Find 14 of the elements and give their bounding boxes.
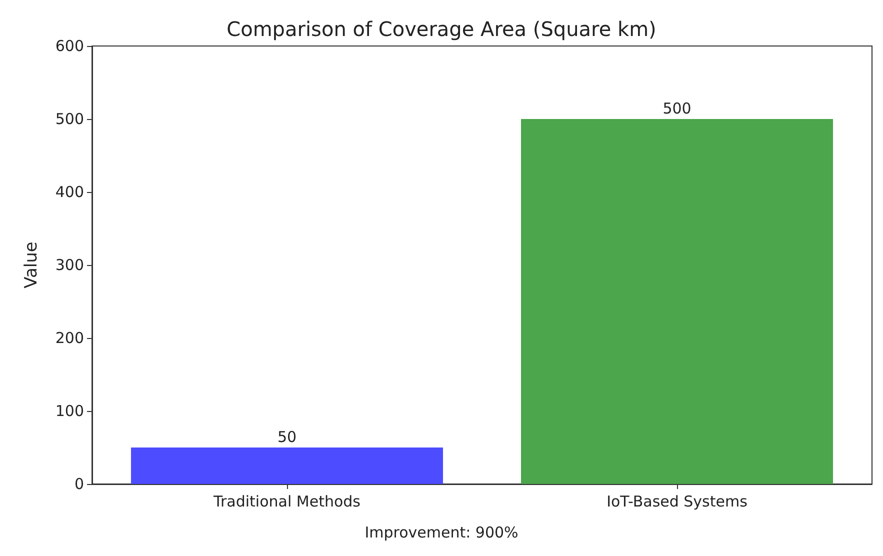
- y-tick-label: 500: [55, 110, 84, 128]
- chart-title: Comparison of Coverage Area (Square km): [226, 17, 656, 41]
- y-tick-label: 0: [74, 475, 84, 493]
- y-tick-label: 400: [55, 183, 84, 201]
- y-tick-label: 600: [55, 37, 84, 55]
- x-tick-label: IoT-Based Systems: [606, 492, 748, 510]
- y-tick-label: 100: [55, 402, 84, 420]
- y-axis-title: Value: [22, 242, 42, 288]
- data-label: 500: [662, 100, 692, 118]
- x-tick-label: Traditional Methods: [212, 492, 361, 510]
- text: Improvement: 900%: [364, 524, 518, 542]
- data-label: 50: [277, 428, 297, 446]
- y-tick-label: 300: [55, 256, 84, 274]
- y-tick-label: 200: [55, 329, 84, 347]
